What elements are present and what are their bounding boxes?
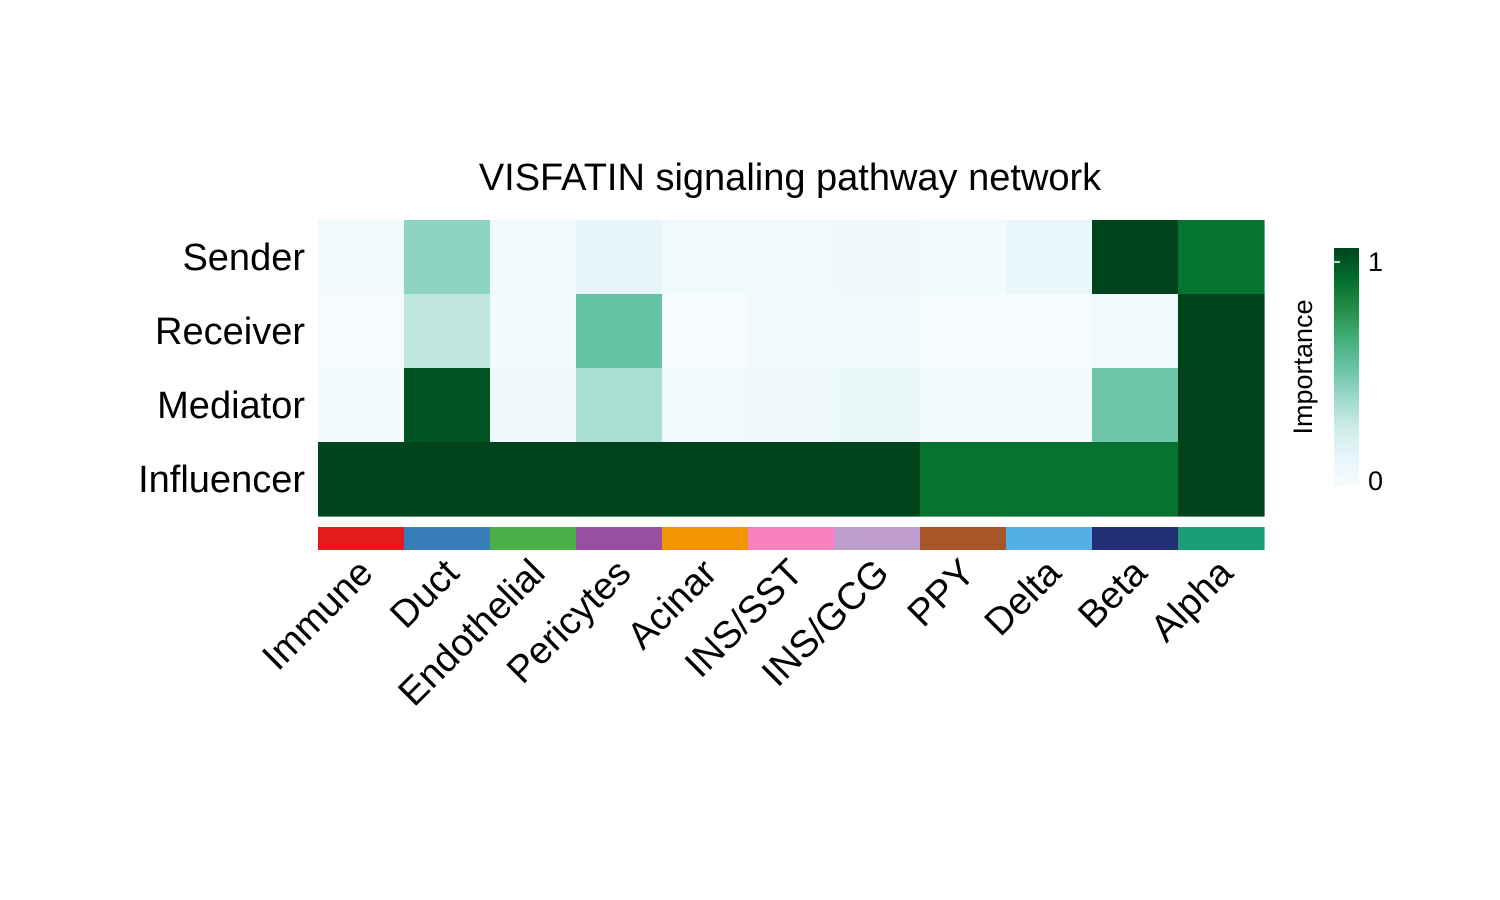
row-label: Mediator — [157, 385, 305, 427]
colorbar — [1334, 248, 1359, 486]
column-label: Alpha — [1143, 551, 1242, 650]
colorbar-title: Importance — [1288, 299, 1318, 434]
heatmap-cell — [1006, 294, 1093, 369]
heatmap-cell — [490, 294, 577, 369]
heatmap-cell — [490, 442, 577, 517]
heatmap-cell — [576, 368, 663, 443]
heatmap-cell — [1006, 368, 1093, 443]
group-color-swatch — [1092, 527, 1179, 550]
group-color-swatch — [490, 527, 577, 550]
heatmap-cell — [404, 442, 491, 517]
row-label: Influencer — [138, 459, 305, 501]
colorbar-max-label: 1 — [1368, 247, 1383, 277]
heatmap-cell — [920, 368, 1007, 443]
group-color-swatch — [662, 527, 749, 550]
heatmap-cell — [748, 220, 835, 295]
heatmap-cell — [318, 220, 405, 295]
heatmap-cell — [576, 220, 663, 295]
heatmap-cell — [318, 368, 405, 443]
heatmap-cell — [748, 368, 835, 443]
group-color-swatch — [920, 527, 1007, 550]
group-color-swatch — [318, 527, 405, 550]
column-labels: Immune DuctEndothelialPericytesAcinarINS/… — [255, 551, 1242, 714]
heatmap-cell — [662, 294, 749, 369]
group-color-bar — [318, 527, 1265, 550]
heatmap-cell — [834, 442, 921, 517]
heatmap-cell — [748, 442, 835, 517]
column-label: Beta — [1070, 551, 1156, 637]
heatmap-cell — [1092, 220, 1179, 295]
heatmap-cell — [576, 294, 663, 369]
heatmap-cell — [1006, 220, 1093, 295]
heatmap-cell — [490, 368, 577, 443]
heatmap-cell — [1178, 220, 1265, 295]
heatmap-cell — [1092, 442, 1179, 517]
heatmap-cell — [662, 220, 749, 295]
chart-title: VISFATIN signaling pathway network — [479, 157, 1102, 199]
heatmap-cell — [748, 294, 835, 369]
heatmap-cell — [662, 442, 749, 517]
heatmap-cells — [318, 220, 1265, 517]
heatmap-cell — [318, 442, 405, 517]
group-color-swatch — [1178, 527, 1265, 550]
column-label: Delta — [977, 551, 1070, 644]
heatmap-cell — [1006, 442, 1093, 517]
heatmap-cell — [834, 294, 921, 369]
heatmap-cell — [1178, 368, 1265, 443]
heatmap-cell — [576, 442, 663, 517]
heatmap-cell — [404, 220, 491, 295]
group-color-swatch — [404, 527, 491, 550]
column-label: PPY — [900, 552, 983, 635]
group-color-swatch — [834, 527, 921, 550]
colorbar-legend: 1 0 Importance — [1288, 247, 1383, 496]
heatmap-cell — [404, 294, 491, 369]
heatmap-cell — [1178, 294, 1265, 369]
heatmap-cell — [404, 368, 491, 443]
heatmap-cell — [920, 442, 1007, 517]
group-color-swatch — [748, 527, 835, 550]
heatmap-cell — [1178, 442, 1265, 517]
row-label: Sender — [182, 237, 305, 279]
heatmap-cell — [1092, 368, 1179, 443]
row-labels: Sender Receiver Mediator Influencer — [138, 237, 305, 501]
row-label: Receiver — [155, 311, 305, 353]
group-color-swatch — [576, 527, 663, 550]
heatmap-cell — [920, 294, 1007, 369]
heatmap-cell — [920, 220, 1007, 295]
heatmap-cell — [834, 368, 921, 443]
heatmap-cell — [490, 220, 577, 295]
group-color-swatch — [1006, 527, 1093, 550]
colorbar-min-label: 0 — [1368, 466, 1383, 496]
heatmap-cell — [1092, 294, 1179, 369]
heatmap-cell — [834, 220, 921, 295]
heatmap-cell — [662, 368, 749, 443]
heatmap-cell — [318, 294, 405, 369]
column-label: Immune — [255, 552, 382, 679]
